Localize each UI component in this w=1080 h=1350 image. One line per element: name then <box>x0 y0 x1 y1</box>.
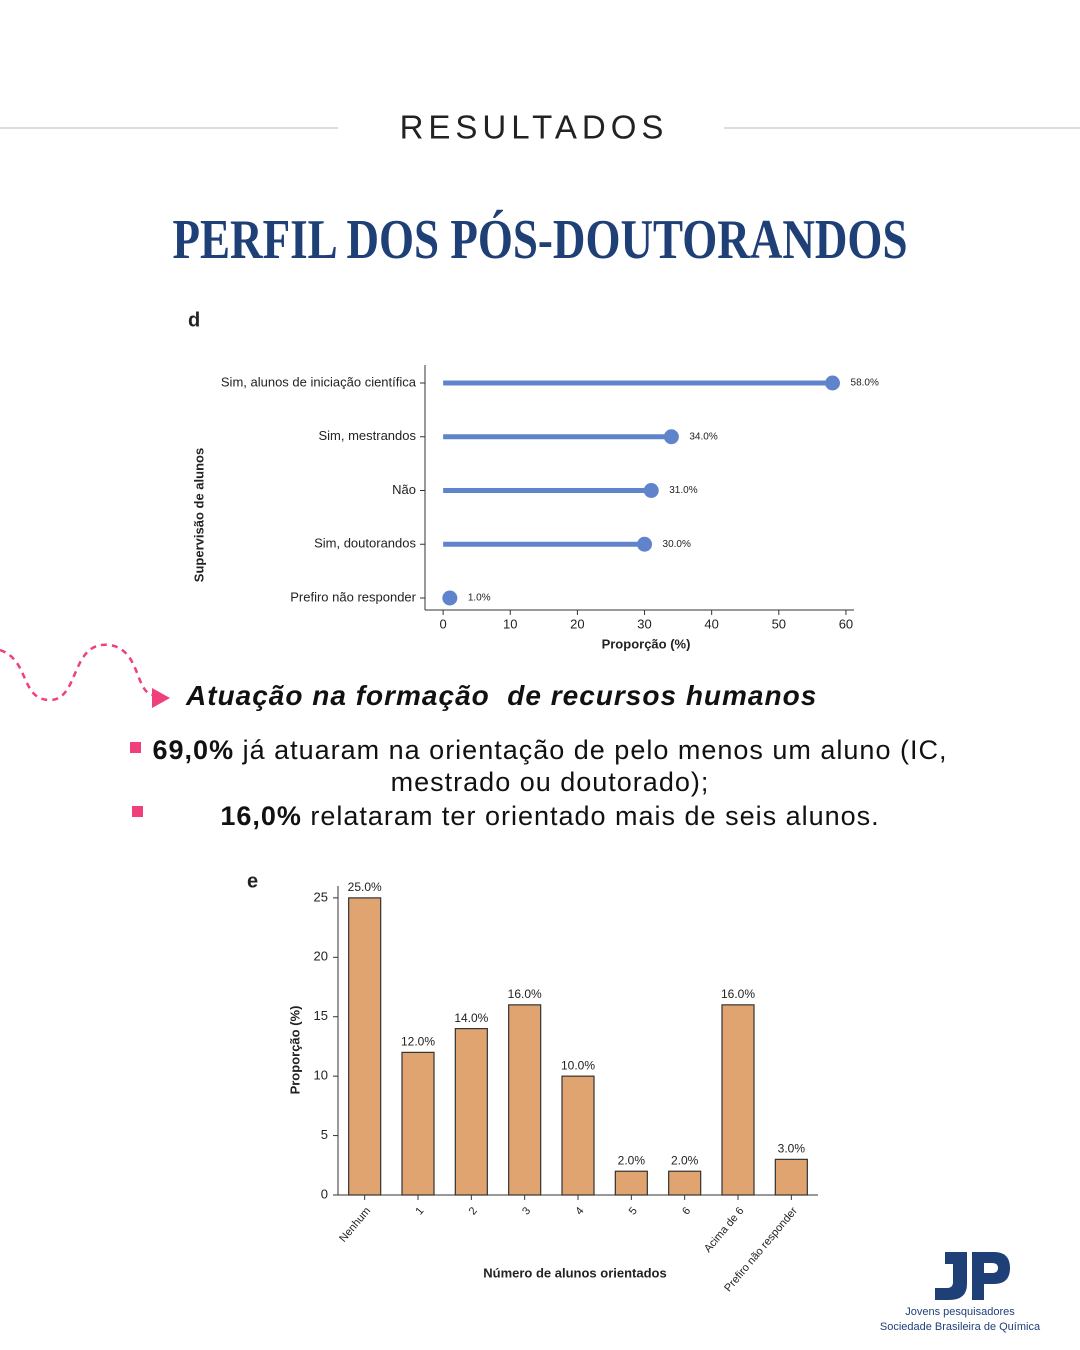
y-tick-label: 10 <box>314 1068 328 1083</box>
bullet: 16,0% relataram ter orientado mais de se… <box>150 800 950 832</box>
value-label: 3.0% <box>778 1142 806 1156</box>
x-tick-label: 50 <box>772 616 786 631</box>
value-label: 30.0% <box>663 539 691 550</box>
y-tick-label: Não <box>392 482 416 497</box>
value-label: 34.0% <box>689 431 717 442</box>
x-tick-label: 1 <box>413 1205 426 1217</box>
highlight: 69,0% <box>152 735 235 765</box>
x-tick-label: 0 <box>440 616 447 631</box>
lollipop-dot <box>825 375 841 391</box>
value-label: 16.0% <box>508 987 542 1001</box>
bar <box>401 1051 435 1196</box>
y-axis-label: Proporção (%) <box>287 1006 302 1095</box>
decor-curve <box>0 643 153 702</box>
footer-text: Sociedade Brasileira de Química <box>880 1321 1041 1333</box>
bar <box>508 1004 542 1196</box>
value-label: 58.0% <box>851 378 879 389</box>
value-label: 16.0% <box>721 987 755 1001</box>
bar <box>774 1158 808 1196</box>
x-tick-label: 10 <box>503 616 517 631</box>
x-tick-label: 40 <box>704 616 718 631</box>
bullet: 69,0% já atuaram na orientação de pelo m… <box>150 734 950 798</box>
bullet-icon <box>130 742 141 753</box>
bar <box>668 1170 702 1196</box>
x-tick-label: 2 <box>467 1205 480 1217</box>
lollipop-dot <box>442 590 458 606</box>
x-tick-label: 30 <box>637 616 651 631</box>
panel-label: e <box>247 870 258 892</box>
x-tick-label: 4 <box>573 1205 586 1217</box>
x-tick-label: 6 <box>680 1205 693 1217</box>
value-label: 2.0% <box>671 1153 699 1167</box>
y-tick-label: 0 <box>321 1186 328 1201</box>
footer-text: Jovens pesquisadores <box>905 1306 1015 1318</box>
highlight: 16,0% <box>220 801 302 831</box>
x-tick-label: Nenhum <box>337 1205 373 1245</box>
bar <box>454 1028 488 1196</box>
y-tick-label: 15 <box>314 1008 328 1023</box>
value-label: 2.0% <box>618 1153 646 1167</box>
value-label: 10.0% <box>561 1058 595 1072</box>
y-tick-label: 5 <box>321 1127 328 1142</box>
kicker: RESULTADOS <box>400 109 669 146</box>
bar <box>721 1004 755 1196</box>
lollipop-dot <box>663 429 679 445</box>
x-tick-label: 5 <box>627 1205 640 1217</box>
y-tick-label: Prefiro não responder <box>290 589 416 604</box>
value-label: 1.0% <box>468 593 491 604</box>
logo <box>935 1252 1010 1300</box>
x-axis-label: Proporção (%) <box>602 636 691 651</box>
y-tick-label: 20 <box>314 949 328 964</box>
lollipop-dot <box>643 483 659 498</box>
bar <box>614 1170 648 1196</box>
y-tick-label: 25 <box>314 889 328 904</box>
y-tick-label: Sim, alunos de iniciação científica <box>221 374 417 389</box>
value-label: 25.0% <box>348 880 382 894</box>
value-label: 14.0% <box>454 1011 488 1025</box>
section-heading: Atuação na formação de recursos humanos <box>186 680 818 711</box>
bullet-icon <box>132 806 143 817</box>
panel-label: d <box>188 309 200 331</box>
y-tick-label: Sim, mestrandos <box>318 428 416 443</box>
bullet-text: já atuaram na orientação de pelo menos u… <box>234 735 948 797</box>
x-axis-label: Número de alunos orientados <box>483 1265 666 1280</box>
bar <box>348 897 382 1196</box>
x-tick-label: 3 <box>520 1205 533 1217</box>
x-tick-label: 60 <box>839 616 853 631</box>
decor-arrow <box>152 688 170 708</box>
y-axis-label: Supervisão de alunos <box>191 448 206 582</box>
value-label: 12.0% <box>401 1035 435 1049</box>
bar <box>561 1075 595 1196</box>
x-tick-label: 20 <box>570 616 584 631</box>
y-tick-label: Sim, doutorandos <box>314 536 416 551</box>
x-tick-label: Acima de 6 <box>702 1205 747 1255</box>
bullet-text: relataram ter orientado mais de seis alu… <box>301 801 880 831</box>
lollipop-dot <box>637 536 653 552</box>
page-title: PERFIL DOS PÓS-DOUTORANDOS <box>173 209 908 271</box>
value-label: 31.0% <box>669 485 697 496</box>
